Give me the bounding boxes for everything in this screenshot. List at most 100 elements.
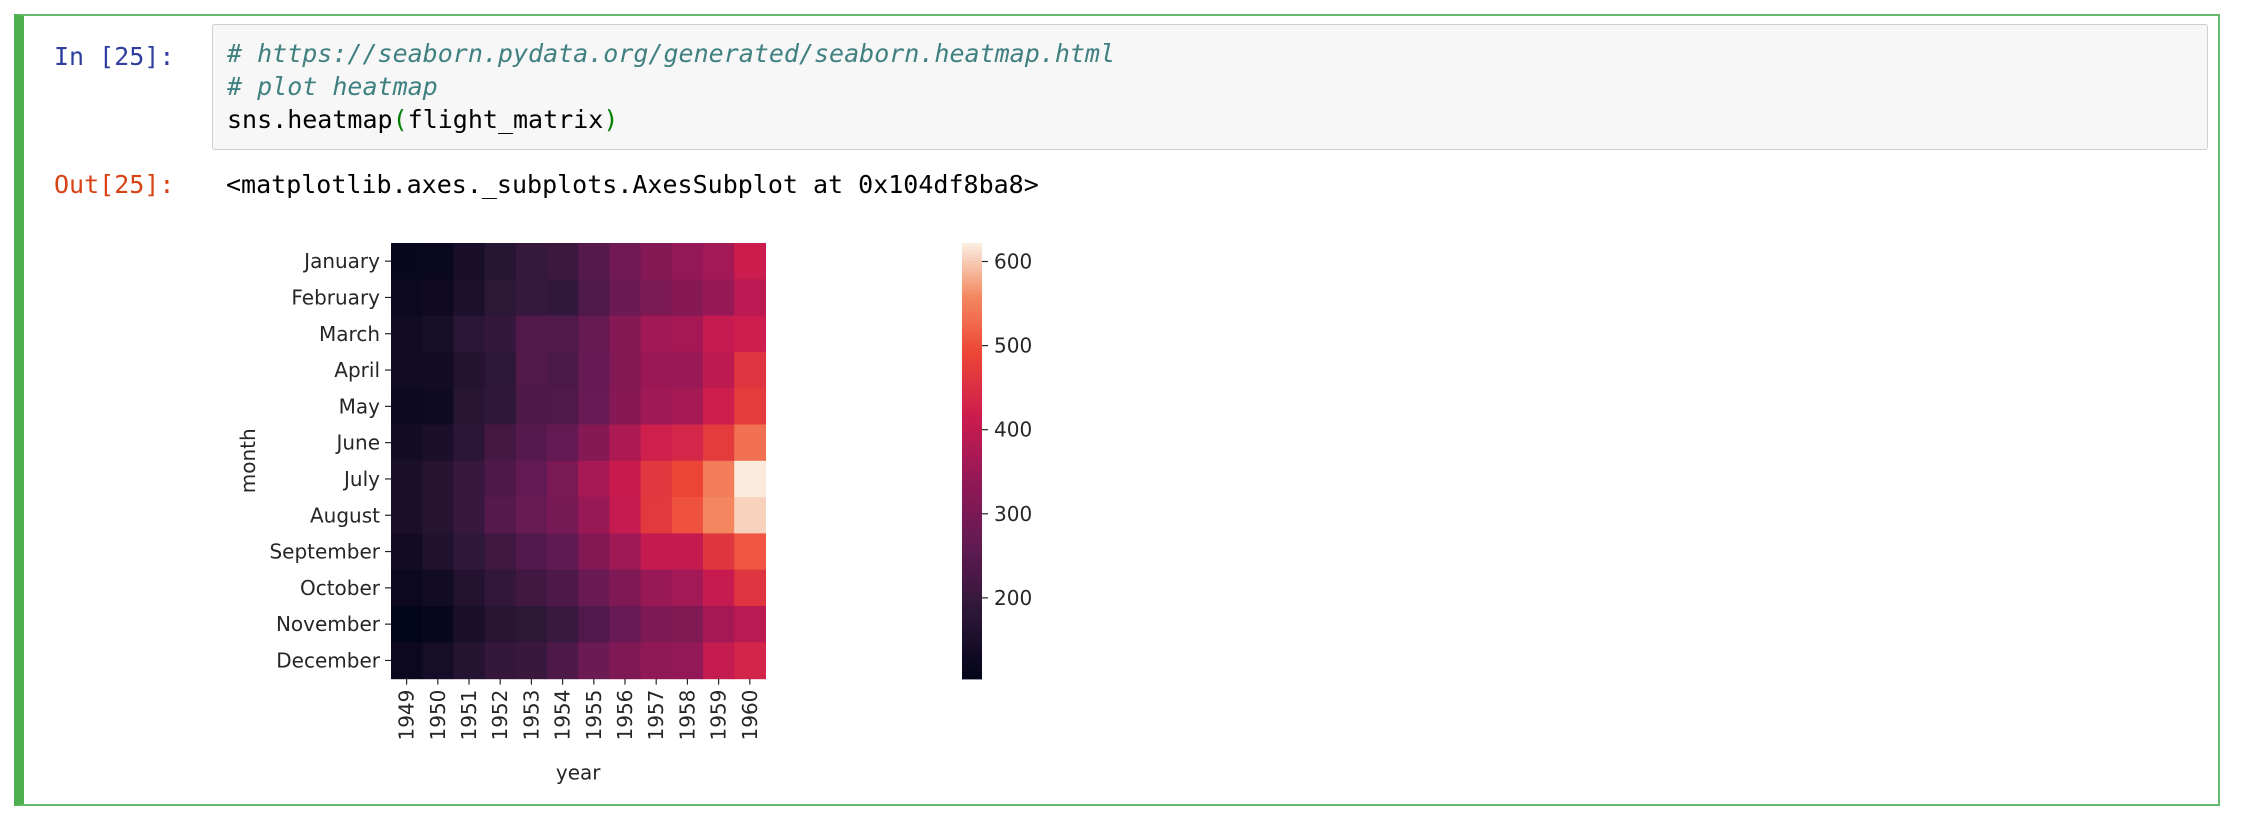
colorbar-segment [962,497,982,502]
heatmap-cell [391,279,423,317]
colorbar-segment [962,515,982,520]
colorbar-segment [962,471,982,477]
heatmap-cell [547,424,579,462]
heatmap-cell [703,388,735,426]
heatmap-cell [578,279,610,317]
colorbar-segment [962,424,982,429]
colorbar-segment [962,435,982,440]
heatmap-cell [422,497,454,534]
y-axis-label: month [236,428,260,493]
x-tick-label: 1951 [457,690,481,741]
heatmap-cell [484,569,517,607]
colorbar-segment [962,442,982,448]
heatmap-cell [734,606,766,643]
heatmap-cell [391,569,423,607]
heatmap-cell [640,642,673,680]
heatmap-cell [640,351,673,389]
x-tick-label: 1953 [519,690,543,741]
heatmap-cell [547,642,579,680]
y-tick-label: December [276,648,380,672]
colorbar-segment [962,370,982,375]
heatmap-cell [515,497,548,534]
heatmap-cell [547,460,579,498]
y-tick-label: August [310,503,380,527]
code-input-area[interactable]: # https://seaborn.pydata.org/generated/s… [212,24,2208,150]
heatmap-cell [671,243,704,280]
colorbar-segment [962,337,982,342]
heatmap-cell [515,606,548,643]
colorbar-segment [962,333,982,339]
heatmap-cell [609,279,642,317]
input-prompt: In [25]: [54,42,175,71]
heatmap-cell [422,243,454,280]
heatmap-cell [578,351,610,389]
colorbar-segment [962,598,982,604]
heatmap-cell [422,460,454,498]
heatmap-cell [547,279,579,317]
heatmap-cell [515,460,548,498]
heatmap-cell [703,533,735,571]
colorbar-segment [962,326,982,331]
colorbar-segment [962,468,982,473]
heatmap-cell [703,279,735,317]
x-tick-label: 1952 [488,690,512,741]
colorbar-segment [962,311,982,317]
heatmap-cell [578,388,610,426]
colorbar-segment [962,399,982,404]
heatmap-cell [391,606,423,643]
heatmap-cell [734,497,766,534]
colorbar-segment [962,250,982,255]
heatmap-cell [703,460,735,498]
colorbar-segment [962,631,982,636]
x-tick-label: 1959 [707,690,731,741]
heatmap-cell [578,642,610,680]
colorbar-segment [962,420,982,426]
x-tick-label: 1960 [738,690,762,741]
y-tick-label: April [334,358,380,382]
colorbar-segment [962,308,982,313]
code-open-paren: ( [392,105,408,134]
colorbar-segment [962,671,982,676]
x-tick-label: 1958 [675,690,699,741]
x-tick-label: 1950 [426,690,450,741]
heatmap-cell [547,388,579,426]
heatmap-cell [671,279,704,317]
colorbar-segment [962,674,982,680]
colorbar-segment [962,261,982,266]
heatmap-cell [422,424,454,462]
heatmap-cell [671,569,704,607]
colorbar-segment [962,566,982,571]
colorbar-tick-label: 600 [994,250,1032,274]
heatmap-cell [734,424,766,462]
colorbar-segment [962,656,982,662]
heatmap-cell [453,642,486,680]
heatmap-cell [640,315,673,353]
colorbar-segment [962,417,982,422]
colorbar-segment [962,286,982,291]
heatmap-cell [515,388,548,426]
x-tick-label: 1955 [582,690,606,741]
heatmap-cell [391,243,423,280]
colorbar-segment [962,246,982,252]
heatmap-cell [515,424,548,462]
heatmap-cell [734,279,766,317]
heatmap-cell [391,388,423,426]
colorbar-segment [962,613,982,618]
heatmap-cell [640,243,673,280]
heatmap-cell [578,497,610,534]
heatmap-cell [484,388,517,426]
colorbar-segment [962,377,982,382]
colorbar-segment [962,373,982,379]
colorbar-segment [962,504,982,509]
heatmap-cell [609,606,642,643]
colorbar-segment [962,653,982,658]
colorbar-segment [962,558,982,564]
colorbar-segment [962,649,982,654]
heatmap-cell [484,606,517,643]
colorbar-segment [962,642,982,647]
heatmap-cell [547,497,579,534]
colorbar-segment [962,243,982,248]
heatmap-cell [671,424,704,462]
heatmap-cell [422,315,454,353]
heatmap-cell [422,279,454,317]
